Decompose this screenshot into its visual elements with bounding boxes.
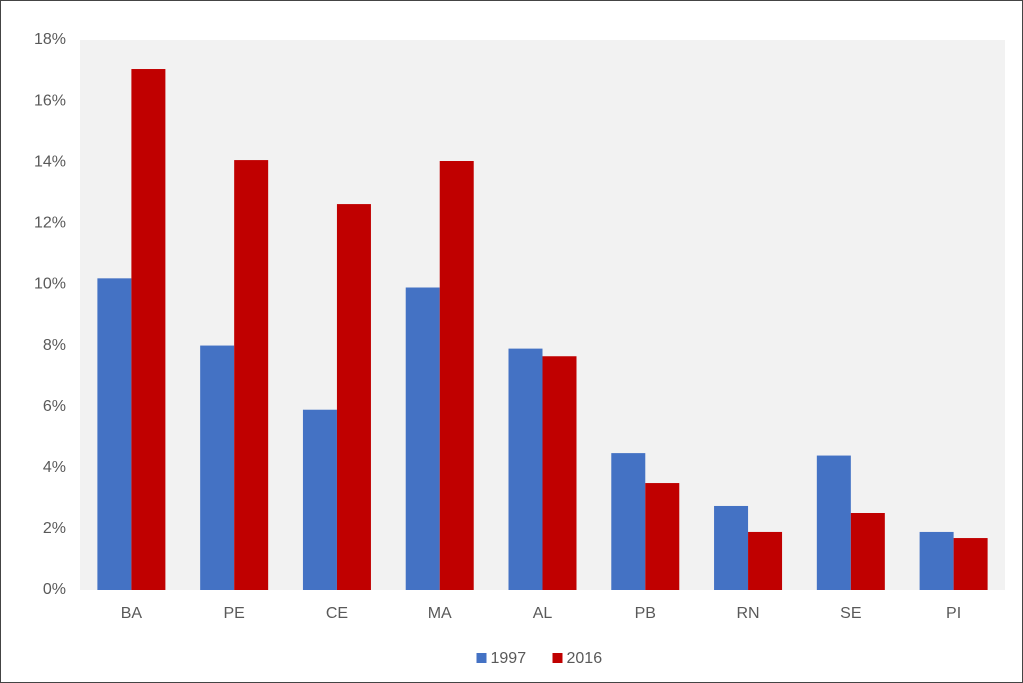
legend-swatch xyxy=(476,653,487,663)
x-tick-label: SE xyxy=(840,605,861,622)
y-tick-label: 6% xyxy=(43,398,66,415)
x-tick-label: AL xyxy=(533,605,553,622)
bar xyxy=(953,538,988,590)
bar xyxy=(200,345,235,590)
x-tick-label: PI xyxy=(946,605,961,622)
bar xyxy=(405,287,440,590)
bar xyxy=(302,409,337,590)
bar xyxy=(611,453,646,590)
bar xyxy=(542,356,577,590)
x-tick-label: BA xyxy=(121,605,143,622)
bar xyxy=(816,455,851,590)
x-tick-label: PE xyxy=(223,605,244,622)
y-tick-label: 4% xyxy=(43,459,66,476)
legend-label: 1997 xyxy=(491,650,527,667)
y-tick-label: 10% xyxy=(34,276,66,293)
y-tick-label: 16% xyxy=(34,92,66,109)
bar xyxy=(748,531,783,590)
bar xyxy=(439,161,474,590)
bar xyxy=(919,531,954,590)
bar xyxy=(714,505,749,590)
legend-swatch xyxy=(552,653,563,663)
x-tick-label: CE xyxy=(326,605,348,622)
x-tick-label: RN xyxy=(737,605,760,622)
y-tick-label: 8% xyxy=(43,337,66,354)
y-tick-label: 0% xyxy=(43,581,66,598)
x-tick-label: PB xyxy=(635,605,656,622)
y-tick-label: 18% xyxy=(34,31,66,48)
bar xyxy=(508,348,543,590)
bar xyxy=(336,204,371,591)
bar xyxy=(131,69,166,591)
y-tick-label: 2% xyxy=(43,520,66,537)
legend-label: 2016 xyxy=(567,650,603,667)
y-tick-label: 12% xyxy=(34,215,66,232)
bar xyxy=(234,160,269,591)
bar xyxy=(645,483,680,590)
y-tick-label: 14% xyxy=(34,153,66,170)
bar xyxy=(850,513,885,590)
bar xyxy=(97,278,132,590)
x-tick-label: MA xyxy=(428,605,452,622)
